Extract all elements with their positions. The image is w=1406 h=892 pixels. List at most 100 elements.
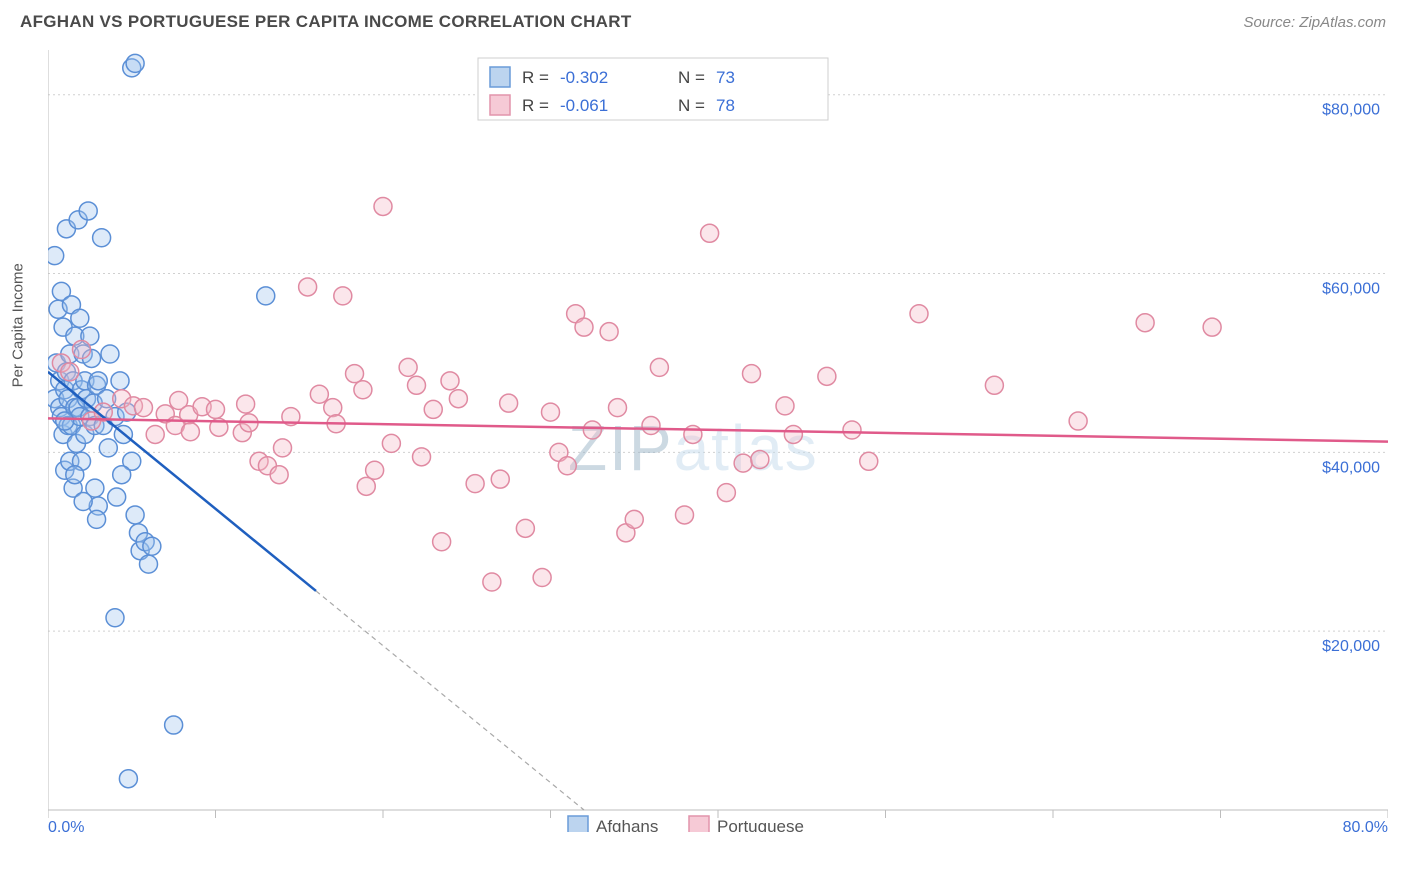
legend-label: Portuguese	[717, 817, 804, 832]
legend-r-label: R =	[522, 96, 549, 115]
data-point-portuguese	[642, 417, 660, 435]
legend-swatch	[568, 816, 588, 832]
data-point-portuguese	[843, 421, 861, 439]
data-point-portuguese	[684, 425, 702, 443]
series-legend: AfghansPortuguese	[568, 816, 804, 832]
data-point-portuguese	[357, 477, 375, 495]
data-point-portuguese	[910, 305, 928, 323]
data-point-portuguese	[237, 395, 255, 413]
data-point-afghans	[108, 488, 126, 506]
data-point-portuguese	[542, 403, 560, 421]
y-tick-label: $60,000	[1322, 281, 1380, 298]
data-point-portuguese	[500, 394, 518, 412]
data-point-afghans	[48, 247, 64, 265]
y-tick-label: $80,000	[1322, 102, 1380, 119]
data-point-portuguese	[751, 451, 769, 469]
data-point-portuguese	[1069, 412, 1087, 430]
legend-n-value: 78	[716, 96, 735, 115]
data-point-portuguese	[382, 434, 400, 452]
data-point-portuguese	[491, 470, 509, 488]
data-point-afghans	[66, 466, 84, 484]
data-point-afghans	[79, 202, 97, 220]
data-point-afghans	[126, 54, 144, 72]
trend-line-afghans-extrapolated	[316, 591, 584, 810]
data-point-afghans	[74, 493, 92, 511]
legend-swatch	[490, 95, 510, 115]
data-point-portuguese	[1203, 318, 1221, 336]
data-point-afghans	[106, 609, 124, 627]
legend-n-label: N =	[678, 96, 705, 115]
data-point-portuguese	[483, 573, 501, 591]
data-point-portuguese	[441, 372, 459, 390]
data-point-portuguese	[701, 224, 719, 242]
data-point-portuguese	[533, 569, 551, 587]
data-point-portuguese	[583, 421, 601, 439]
legend-n-value: 73	[716, 68, 735, 87]
data-point-portuguese	[270, 466, 288, 484]
data-point-portuguese	[354, 381, 372, 399]
legend-swatch	[490, 67, 510, 87]
legend-r-label: R =	[522, 68, 549, 87]
data-point-portuguese	[207, 400, 225, 418]
y-tick-label: $20,000	[1322, 638, 1380, 655]
data-point-portuguese	[676, 506, 694, 524]
data-point-portuguese	[274, 439, 292, 457]
x-tick-label: 0.0%	[48, 819, 84, 832]
data-point-portuguese	[73, 341, 91, 359]
data-point-portuguese	[650, 358, 668, 376]
chart-title: AFGHAN VS PORTUGUESE PER CAPITA INCOME C…	[20, 12, 632, 32]
data-point-afghans	[119, 770, 137, 788]
data-point-afghans	[99, 439, 117, 457]
legend-r-value: -0.302	[560, 68, 608, 87]
data-point-portuguese	[516, 519, 534, 537]
data-point-portuguese	[609, 399, 627, 417]
legend-swatch	[689, 816, 709, 832]
data-point-afghans	[257, 287, 275, 305]
data-point-portuguese	[408, 376, 426, 394]
correlation-legend: R = -0.302 N = 73 R = -0.061 N = 78	[478, 58, 828, 120]
data-point-portuguese	[818, 367, 836, 385]
data-point-portuguese	[717, 484, 735, 502]
data-point-portuguese	[310, 385, 328, 403]
y-tick-label: $40,000	[1322, 459, 1380, 476]
data-point-afghans	[56, 412, 74, 430]
chart-header: AFGHAN VS PORTUGUESE PER CAPITA INCOME C…	[0, 0, 1406, 40]
y-axis-label: Per Capita Income	[10, 263, 27, 387]
data-point-afghans	[113, 466, 131, 484]
data-point-portuguese	[433, 533, 451, 551]
data-point-portuguese	[366, 461, 384, 479]
data-point-afghans	[89, 372, 107, 390]
legend-r-value: -0.061	[560, 96, 608, 115]
data-point-portuguese	[334, 287, 352, 305]
legend-n-label: N =	[678, 68, 705, 87]
data-point-portuguese	[860, 452, 878, 470]
data-point-afghans	[140, 555, 158, 573]
data-point-portuguese	[299, 278, 317, 296]
data-point-portuguese	[413, 448, 431, 466]
data-point-afghans	[93, 229, 111, 247]
plot-area: Per Capita Income ZIPatlas $20,000$40,00…	[48, 50, 1388, 832]
data-point-portuguese	[575, 318, 593, 336]
data-point-portuguese	[424, 400, 442, 418]
data-point-afghans	[101, 345, 119, 363]
data-point-portuguese	[399, 358, 417, 376]
data-point-portuguese	[374, 197, 392, 215]
data-point-portuguese	[784, 425, 802, 443]
data-point-portuguese	[134, 399, 152, 417]
x-tick-label: 80.0%	[1343, 819, 1388, 832]
data-point-portuguese	[776, 397, 794, 415]
data-point-portuguese	[625, 510, 643, 528]
watermark: ZIPatlas	[568, 412, 819, 484]
data-point-portuguese	[466, 475, 484, 493]
data-point-portuguese	[61, 363, 79, 381]
data-point-portuguese	[181, 423, 199, 441]
data-point-portuguese	[324, 399, 342, 417]
data-point-portuguese	[146, 425, 164, 443]
data-point-afghans	[165, 716, 183, 734]
data-point-portuguese	[1136, 314, 1154, 332]
data-point-portuguese	[985, 376, 1003, 394]
data-point-afghans	[88, 510, 106, 528]
data-point-portuguese	[734, 454, 752, 472]
data-point-portuguese	[449, 390, 467, 408]
data-point-afghans	[143, 537, 161, 555]
